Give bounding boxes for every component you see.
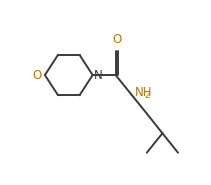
Text: O: O (112, 33, 122, 46)
Text: N: N (93, 69, 102, 82)
Text: O: O (32, 69, 42, 82)
Text: NH: NH (134, 86, 152, 99)
Text: 2: 2 (144, 91, 150, 100)
